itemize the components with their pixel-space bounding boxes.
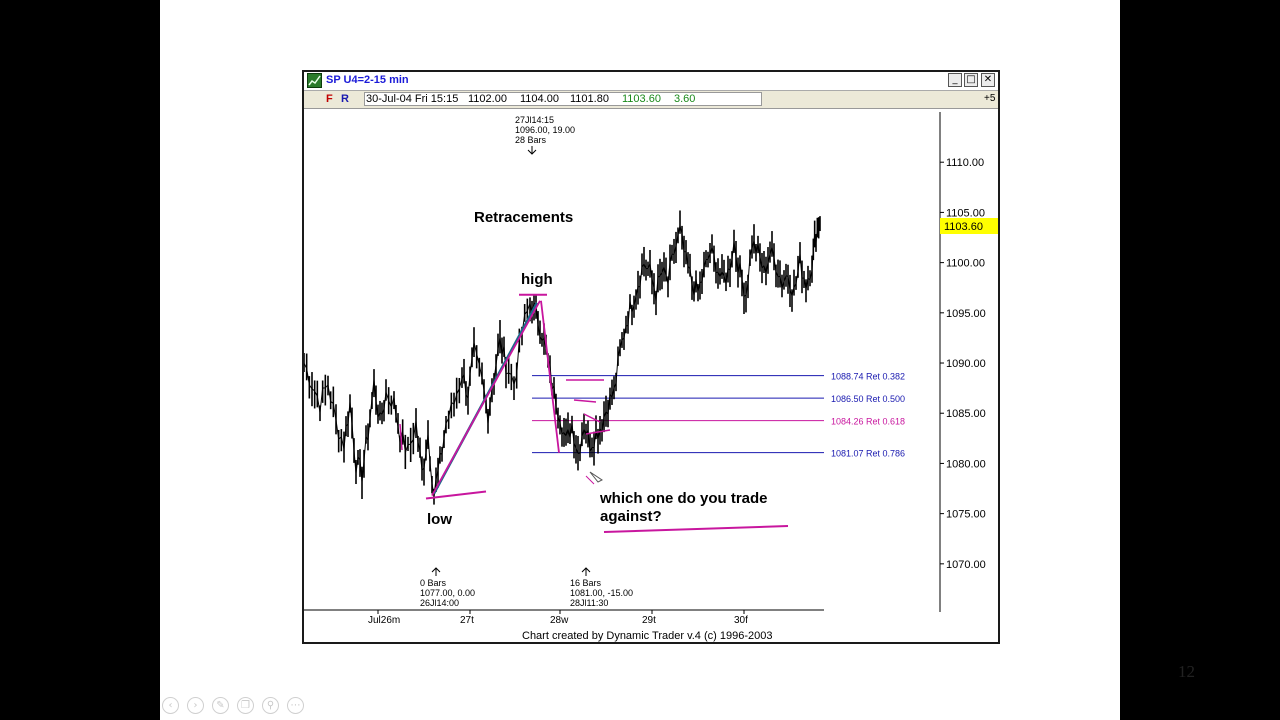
quote-close: 1103.60 (622, 93, 661, 105)
window-title: SP U4=2-15 min (326, 74, 409, 86)
mid-pivot-line-2: 1081.00, -15.00 (570, 588, 633, 598)
question-line-2: against? (600, 508, 662, 525)
pen-underline (603, 525, 789, 533)
down-arrow-icon (527, 146, 537, 155)
y-tick-label: 1100.00 (946, 258, 985, 270)
retracement-label: 1088.74 Ret 0.382 (831, 372, 905, 382)
dynamic-trader-window: SP U4=2-15 min _ □ ✕ F R 30-Jul-04 Fri 1… (302, 70, 1000, 644)
pen-cursor-icon (589, 471, 603, 483)
close-button[interactable]: ✕ (981, 73, 995, 87)
top-pivot-line-3: 28 Bars (515, 135, 547, 145)
retracement-label: 1086.50 Ret 0.500 (831, 394, 905, 404)
mid-pivot-line-3: 28Jl11:30 (570, 598, 608, 608)
x-tick-label: 29t (642, 615, 656, 626)
page-number: 12 (1178, 662, 1195, 681)
retracement-label: 1081.07 Ret 0.786 (831, 449, 905, 459)
price-line (304, 222, 821, 496)
low-pivot-line-2: 1077.00, 0.00 (420, 588, 475, 598)
maximize-button[interactable]: □ (964, 73, 978, 87)
pen-stroke (573, 399, 597, 403)
y-tick-label: 1070.00 (946, 559, 986, 571)
title-bar: SP U4=2-15 min _ □ ✕ (304, 72, 998, 91)
y-tick-label: 1110.00 (946, 157, 984, 169)
axis-lines (304, 112, 941, 612)
up-arrow-icon (581, 567, 591, 576)
price-chart[interactable]: 1110.00 1105.00 1100.00 1095.00 1090.00 1085.… (304, 108, 998, 644)
top-pivot-line-1: 27Jl14:15 (515, 115, 554, 125)
retracement-label: 1084.26 Ret 0.618 (831, 417, 905, 427)
pen-stroke (585, 475, 595, 485)
mid-pivot-annotation: 16 Bars 1081.00, -15.00 28Jl11:30 (570, 567, 633, 608)
question-line-1: which one do you trade (599, 490, 768, 507)
y-tick-label: 1075.00 (946, 509, 986, 521)
quote-bar: F R 30-Jul-04 Fri 15:15 1102.00 1104.00 … (304, 91, 998, 109)
pen-stroke (585, 429, 611, 435)
high-label: high (521, 271, 553, 288)
up-arrow-icon (431, 567, 441, 576)
last-price-box (940, 218, 998, 234)
pen-swing-down (540, 300, 560, 453)
pen-annotations (399, 293, 789, 533)
quote-open: 1102.00 (468, 93, 507, 105)
price-bars (304, 210, 821, 505)
top-pivot-line-2: 1096.00, 19.00 (515, 125, 575, 135)
forward-icon[interactable]: › (187, 697, 204, 714)
pen-icon[interactable]: ✎ (212, 697, 229, 714)
more-icon[interactable]: ⋯ (287, 697, 304, 714)
app-chart-glyph (308, 75, 321, 86)
low-pivot-annotation: 0 Bars 1077.00, 0.00 26Jl14:00 (420, 567, 475, 608)
top-pivot-annotation: 27Jl14:15 1096.00, 19.00 28 Bars (515, 115, 575, 155)
y-tick-label: 1095.00 (946, 308, 986, 320)
x-tick-label: 30f (734, 615, 748, 626)
pen-stroke (399, 423, 403, 451)
pen-stroke (583, 413, 601, 423)
pen-low-mark (425, 490, 487, 500)
chart-footer: Chart created by Dynamic Trader v.4 (c) … (522, 630, 772, 642)
x-tick-label: 27t (460, 615, 474, 626)
r-button[interactable]: R (341, 93, 349, 105)
y-tick-label: 1085.00 (946, 408, 986, 420)
y-tick-label: 1090.00 (946, 358, 986, 370)
back-icon[interactable]: ‹ (162, 697, 179, 714)
y-tick-labels: 1110.00 1105.00 1100.00 1095.00 1090.00 1085.… (940, 157, 986, 571)
quote-field (364, 92, 762, 106)
mid-pivot-line-1: 16 Bars (570, 578, 602, 588)
low-pivot-line-3: 26Jl14:00 (420, 598, 459, 608)
zoom-icon[interactable]: ⚲ (262, 697, 279, 714)
x-tick-labels: Jul26m 27t 28w 29t 30f (368, 610, 748, 626)
retracement-lines: 1088.74 Ret 0.382 1086.50 Ret 0.500 1084.2… (532, 372, 905, 459)
retracements-title: Retracements (474, 209, 573, 226)
low-pivot-line-1: 0 Bars (420, 578, 447, 588)
x-tick-label: 28w (550, 615, 569, 626)
app-chart-icon (307, 73, 322, 88)
last-price-label: 1103.60 (944, 221, 983, 233)
pen-swing-up (431, 300, 541, 496)
quote-high: 1104.00 (520, 93, 559, 105)
minimize-button[interactable]: _ (948, 73, 962, 87)
expand-button[interactable]: +5 (984, 93, 996, 104)
copy-icon[interactable]: ❐ (237, 697, 254, 714)
low-label: low (427, 511, 452, 528)
quote-low: 1101.80 (570, 93, 609, 105)
quote-change: 3.60 (674, 93, 696, 105)
y-tick-label: 1080.00 (946, 458, 986, 470)
y-tick-label: 1105.00 (946, 207, 985, 219)
x-tick-label: Jul26m (368, 615, 400, 626)
quote-date: 30-Jul-04 Fri 15:15 (366, 93, 459, 105)
f-button[interactable]: F (326, 93, 333, 105)
